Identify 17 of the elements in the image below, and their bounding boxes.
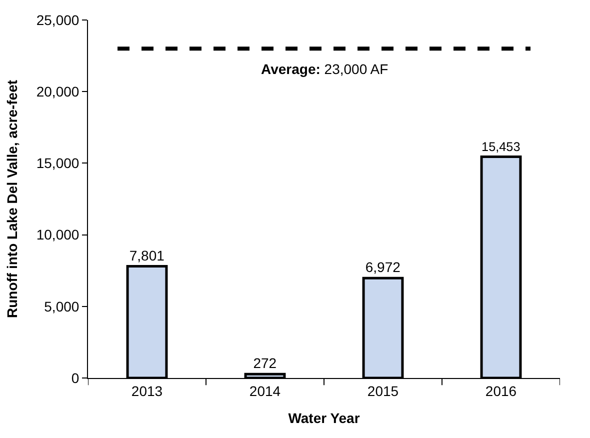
data-label: 15,453 (482, 140, 520, 154)
x-tick-label: 2016 (485, 382, 517, 399)
y-tick-label: 0 (71, 370, 80, 386)
data-label: 272 (253, 355, 277, 372)
y-tick-label: 10,000 (36, 226, 80, 243)
y-tick-label: 5,000 (44, 298, 80, 314)
y-axis-title: Runoff into Lake Del Valle, acre-feet (4, 80, 20, 318)
y-tick-label: 25,000 (36, 12, 80, 28)
x-tick-label: 2013 (131, 382, 163, 399)
data-label: 7,801 (129, 247, 165, 264)
y-tick-label: 20,000 (36, 84, 80, 100)
ref-line-label: Average: 23,000 AF (261, 61, 388, 77)
y-tick-label: 15,000 (36, 155, 80, 172)
x-tick-label: 2014 (249, 382, 281, 399)
x-tick-label: 2015 (367, 382, 399, 399)
x-axis-title: Water Year (288, 410, 360, 426)
data-label: 6,972 (365, 259, 401, 276)
